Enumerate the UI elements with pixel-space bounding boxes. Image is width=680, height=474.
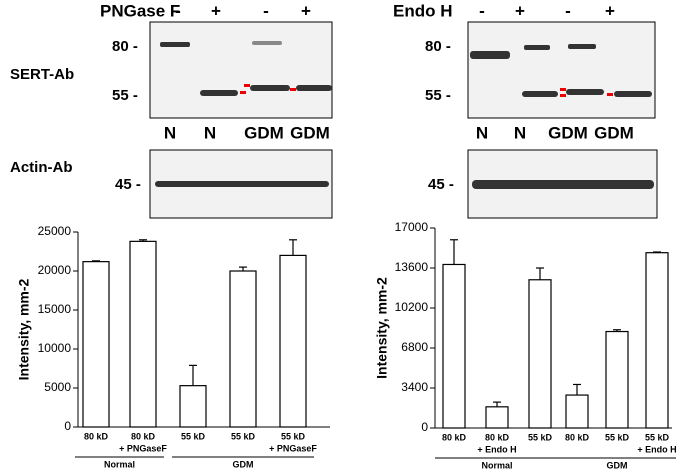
- group-label: Normal: [481, 460, 512, 470]
- lane-label: GDM: [548, 123, 588, 142]
- sign: -: [479, 1, 485, 20]
- y-tick-label: 13600: [395, 260, 429, 274]
- lane-label: GDM: [594, 123, 634, 142]
- band: [524, 45, 550, 50]
- y-tick-label: 0: [421, 420, 428, 434]
- bar: [82, 261, 110, 428]
- sign: +: [605, 1, 615, 20]
- group-label: GDM: [233, 459, 254, 469]
- x-tick-label: 80 kD: [84, 431, 109, 441]
- x-tick-label: 55 kD: [528, 432, 553, 442]
- bar: [179, 385, 207, 428]
- y-axis-label: Intensity, mm-2: [374, 277, 390, 379]
- band: [472, 180, 654, 189]
- y-tick-label: 3400: [401, 380, 428, 394]
- group-label: GDM: [607, 460, 628, 470]
- mw-marker: 55 -: [425, 87, 451, 104]
- bar: [229, 270, 257, 428]
- antibody-label: Actin-Ab: [10, 159, 73, 176]
- x-tick-label: 55 kD: [281, 431, 306, 441]
- mw-marker: 80 -: [425, 38, 451, 55]
- treatment-label: + PNGaseF: [269, 443, 317, 453]
- treatment-label: PNGase F: [100, 1, 180, 20]
- y-tick-label: 10000: [38, 341, 72, 355]
- x-tick-label: 55 kD: [231, 431, 256, 441]
- x-tick-label: 55 kD: [645, 432, 670, 442]
- band: [566, 89, 604, 95]
- x-tick-label: 55 kD: [181, 431, 206, 441]
- band: [296, 85, 332, 91]
- lane-label: N: [514, 123, 526, 142]
- y-tick-label: 15000: [38, 302, 72, 316]
- band: [568, 44, 596, 49]
- sign: +: [515, 1, 525, 20]
- mw-marker: 80 -: [112, 38, 138, 55]
- sign: +: [211, 1, 221, 20]
- lane-label: GDM: [290, 123, 330, 142]
- marker: [240, 91, 246, 94]
- band: [160, 42, 190, 47]
- mw-marker: 45 -: [428, 176, 454, 193]
- group-label: Normal: [104, 459, 135, 469]
- y-tick-label: 0: [64, 419, 71, 433]
- bar: [645, 252, 669, 429]
- y-tick-label: 17000: [395, 220, 429, 234]
- bar: [279, 254, 307, 428]
- band: [252, 41, 282, 45]
- lane-label: N: [164, 123, 176, 142]
- x-tick-label: 80 kD: [485, 432, 510, 442]
- treatment-label: + Endo H: [477, 444, 516, 454]
- lane-label: GDM: [244, 123, 284, 142]
- bar: [605, 330, 629, 429]
- bar: [485, 406, 509, 429]
- blot: [467, 21, 656, 119]
- marker: [290, 88, 296, 91]
- marker: [244, 84, 250, 87]
- band: [522, 91, 558, 97]
- sign: -: [175, 1, 181, 20]
- marker: [560, 88, 566, 91]
- y-tick-label: 10200: [395, 300, 429, 314]
- y-tick-label: 25000: [38, 224, 72, 238]
- bar: [528, 279, 552, 429]
- band: [155, 181, 329, 187]
- sign: +: [301, 1, 311, 20]
- treatment-label: + Endo H: [637, 444, 676, 454]
- lane-label: N: [204, 123, 216, 142]
- y-tick-label: 6800: [401, 340, 428, 354]
- marker: [560, 94, 566, 97]
- lane-label: N: [476, 123, 488, 142]
- bar: [565, 394, 589, 429]
- mw-marker: 55 -: [112, 87, 138, 104]
- x-tick-label: 80 kD: [131, 431, 156, 441]
- band: [614, 91, 652, 97]
- y-axis-label: Intensity, mm-2: [16, 278, 32, 380]
- mw-marker: 45 -: [115, 176, 141, 193]
- y-tick-label: 20000: [38, 263, 72, 277]
- blot: [149, 21, 333, 119]
- sign: -: [263, 1, 269, 20]
- y-tick-label: 5000: [44, 380, 71, 394]
- x-tick-label: 80 kD: [442, 432, 467, 442]
- x-tick-label: 55 kD: [605, 432, 630, 442]
- band: [250, 85, 290, 91]
- marker: [607, 93, 613, 96]
- band: [200, 90, 238, 96]
- bar: [129, 240, 157, 428]
- bar: [442, 263, 466, 429]
- x-tick-label: 80 kD: [565, 432, 590, 442]
- treatment-label: + PNGaseF: [119, 443, 167, 453]
- sign: -: [565, 1, 571, 20]
- treatment-label: Endo H: [393, 1, 453, 20]
- band: [470, 51, 510, 59]
- antibody-label: SERT-Ab: [10, 66, 74, 83]
